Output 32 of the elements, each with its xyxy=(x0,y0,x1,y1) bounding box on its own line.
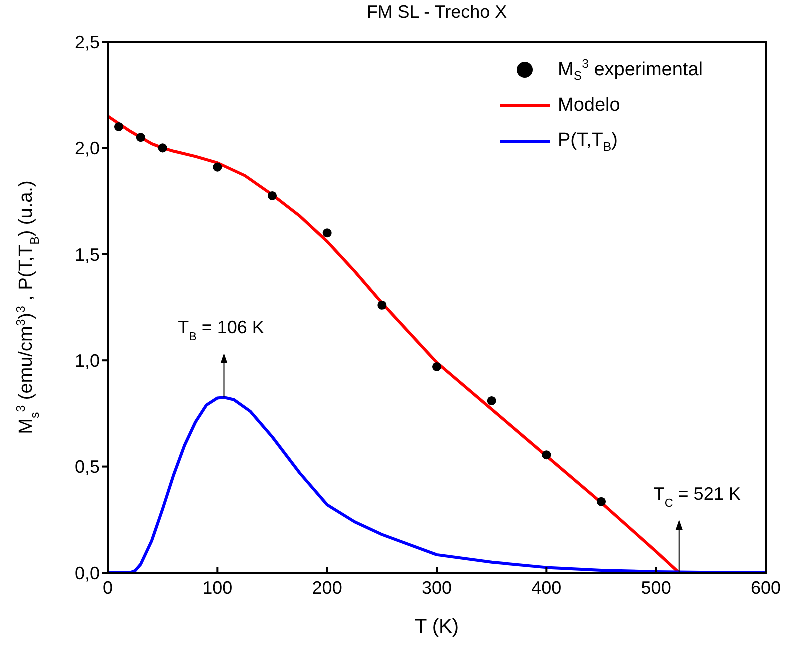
x-tick-label: 100 xyxy=(202,578,233,598)
x-tick-label: 300 xyxy=(422,578,452,598)
point xyxy=(378,300,387,310)
point xyxy=(268,191,278,200)
y-tick-label: 2,0 xyxy=(74,138,100,159)
point xyxy=(158,144,168,153)
legend-label: M$_{S}$$^{3}$ experimental xyxy=(558,56,703,84)
chart-title: FM SL - Trecho X xyxy=(366,2,508,23)
y-tick-label: 1,0 xyxy=(74,350,100,371)
y-tick-label: 1,5 xyxy=(74,244,100,265)
y-tick-label: 2,5 xyxy=(74,32,100,52)
x-tick-label: 400 xyxy=(532,578,562,598)
x-tick-label: 500 xyxy=(641,578,672,598)
point xyxy=(596,497,606,506)
x-tick-label: 0 xyxy=(102,578,114,598)
x-tick-label: 600 xyxy=(750,578,782,598)
annotation: T$_{B}$ = 106 K xyxy=(178,318,264,344)
y-tick-label: 0,0 xyxy=(74,563,100,584)
annotation: T$_{C}$ = 521 K xyxy=(654,484,741,510)
legend-label: Modelo xyxy=(558,95,620,116)
point xyxy=(487,396,496,406)
point xyxy=(432,362,442,372)
line-series xyxy=(108,114,681,573)
point xyxy=(322,228,332,238)
point xyxy=(136,133,146,142)
legend-label: P(T,T$_{B}$) xyxy=(558,130,618,154)
point xyxy=(213,162,222,172)
x-axis-title: T (K) xyxy=(414,616,460,638)
point xyxy=(542,450,552,460)
point xyxy=(114,122,124,132)
x-tick-label: 200 xyxy=(312,578,342,598)
y-tick-label: 0,5 xyxy=(74,457,100,478)
